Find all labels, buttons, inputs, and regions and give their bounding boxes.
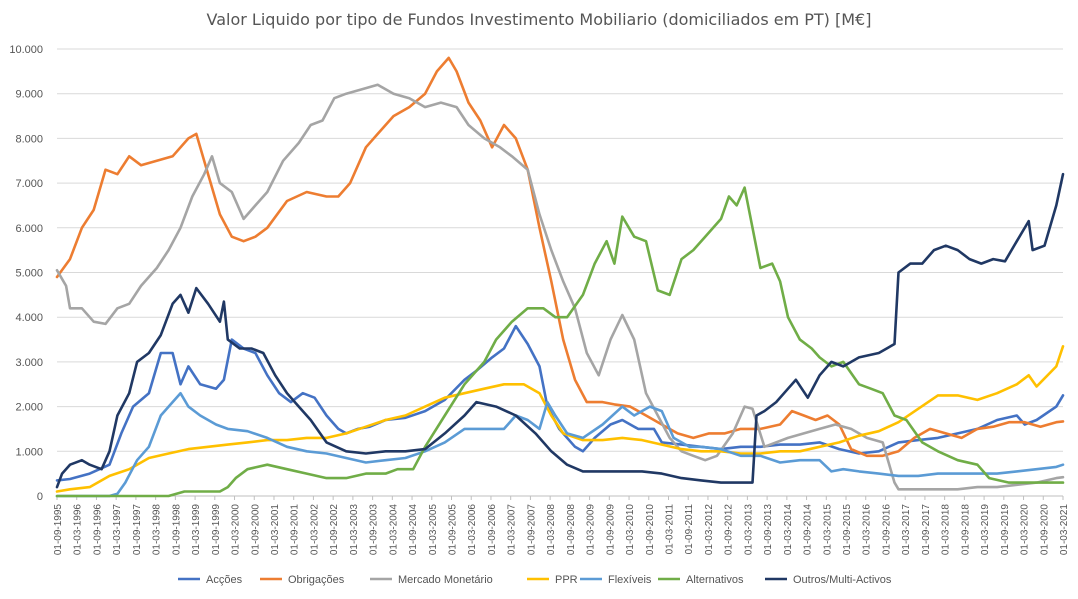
x-tick-label: 01-09-1998 bbox=[171, 504, 182, 556]
x-tick-label: 01-03-2019 bbox=[980, 504, 991, 556]
x-tick-label: 01-09-2013 bbox=[763, 504, 774, 556]
x-tick-label: 01-03-2013 bbox=[743, 504, 754, 556]
x-tick-label: 01-09-2009 bbox=[605, 504, 616, 556]
series-line bbox=[55, 391, 1065, 498]
series-line bbox=[55, 172, 1065, 489]
x-tick-label: 01-09-2000 bbox=[250, 504, 261, 556]
legend-item: Acções bbox=[178, 574, 243, 586]
x-tick-label: 01-03-2008 bbox=[546, 504, 557, 556]
legend-item: Obrigações bbox=[260, 574, 345, 586]
x-tick-label: 01-03-1996 bbox=[73, 504, 84, 556]
legend-label: Alternativos bbox=[686, 574, 744, 586]
y-tick-label: 5.000 bbox=[15, 268, 43, 280]
y-tick-label: 6.000 bbox=[15, 223, 43, 235]
y-tick-label: 10.000 bbox=[9, 44, 43, 56]
legend-item: Outros/Multi-Activos bbox=[765, 574, 892, 586]
x-tick-label: 01-09-2005 bbox=[448, 504, 459, 556]
x-tick-label: 01-03-1997 bbox=[112, 504, 123, 556]
x-tick-label: 01-09-2019 bbox=[1000, 504, 1011, 556]
x-tick-label: 01-09-2001 bbox=[290, 504, 301, 556]
y-tick-label: 4.000 bbox=[15, 312, 43, 324]
x-tick-label: 01-09-1997 bbox=[132, 504, 143, 556]
x-tick-label: 01-03-2009 bbox=[586, 504, 597, 556]
x-tick-label: 01-09-2018 bbox=[960, 504, 971, 556]
x-tick-label: 01-09-2011 bbox=[684, 504, 695, 555]
x-tick-label: 01-09-2017 bbox=[921, 504, 932, 556]
y-tick-label: 8.000 bbox=[15, 133, 43, 145]
y-tick-label: 9.000 bbox=[15, 89, 43, 101]
x-tick-label: 01-09-2014 bbox=[803, 504, 814, 556]
x-tick-label: 01-03-2005 bbox=[428, 504, 439, 556]
legend-item: Flexíveis bbox=[580, 574, 652, 586]
x-tick-label: 01-09-1996 bbox=[92, 504, 103, 556]
series-group bbox=[55, 56, 1065, 498]
legend-label: Mercado Monetário bbox=[398, 574, 493, 586]
x-tick-label: 01-09-2006 bbox=[487, 504, 498, 556]
x-tick-label: 01-09-1999 bbox=[211, 504, 222, 556]
y-tick-label: 3.000 bbox=[15, 357, 43, 369]
series-line bbox=[55, 83, 1065, 491]
x-tick-label: 01-09-2007 bbox=[526, 504, 537, 556]
legend-item: Mercado Monetário bbox=[370, 574, 493, 586]
series-line bbox=[55, 324, 1065, 482]
x-tick-label: 01-09-2016 bbox=[881, 504, 892, 556]
x-tick-label: 01-09-2002 bbox=[329, 504, 340, 556]
x-tick-label: 01-03-1999 bbox=[191, 504, 202, 556]
legend-label: Acções bbox=[206, 574, 243, 586]
x-tick-label: 01-09-2008 bbox=[566, 504, 577, 556]
legend-item: Alternativos bbox=[658, 574, 744, 586]
x-axis: 01-09-1995 01-03-1996 01-09-1996 01-03-1997… bbox=[53, 496, 1070, 555]
x-tick-label: 01-09-2012 bbox=[724, 504, 735, 556]
legend-label: Obrigações bbox=[288, 574, 345, 586]
series-line bbox=[55, 186, 1065, 498]
gridlines bbox=[57, 48, 1063, 497]
x-tick-label: 01-03-2011 bbox=[664, 504, 675, 555]
x-tick-label: 01-09-1995 bbox=[53, 504, 64, 556]
x-tick-label: 01-03-2001 bbox=[270, 504, 281, 556]
x-tick-label: 01-03-2003 bbox=[349, 504, 360, 556]
chart-title: Valor Liquido por tipo de Fundos Investi… bbox=[206, 10, 872, 29]
x-tick-label: 01-03-2021 bbox=[1059, 504, 1070, 556]
y-axis: 0 1.000 2.000 3.000 4.000 5.000 6.000 7.000 8.00… bbox=[9, 44, 43, 503]
x-tick-label: 01-03-2007 bbox=[507, 504, 518, 556]
legend-item: PPR bbox=[527, 574, 578, 586]
x-tick-label: 01-03-2010 bbox=[625, 504, 636, 556]
x-tick-label: 01-09-2004 bbox=[408, 504, 419, 556]
x-tick-label: 01-03-2006 bbox=[467, 504, 478, 556]
x-tick-label: 01-03-2002 bbox=[309, 504, 320, 556]
y-tick-label: 0 bbox=[37, 491, 43, 503]
x-tick-label: 01-03-1998 bbox=[152, 504, 163, 556]
x-tick-label: 01-03-2015 bbox=[822, 504, 833, 556]
x-tick-label: 01-03-2012 bbox=[704, 504, 715, 556]
x-tick-label: 01-03-2018 bbox=[941, 504, 952, 556]
x-tick-label: 01-03-2014 bbox=[783, 504, 794, 556]
legend-label: Flexíveis bbox=[608, 574, 652, 586]
legend-label: PPR bbox=[555, 574, 578, 586]
x-tick-label: 01-09-2010 bbox=[645, 504, 656, 556]
x-tick-label: 01-03-2000 bbox=[231, 504, 242, 556]
x-tick-label: 01-09-2020 bbox=[1039, 504, 1050, 556]
legend-label: Outros/Multi-Activos bbox=[793, 574, 892, 586]
x-tick-label: 01-09-2003 bbox=[369, 504, 380, 556]
y-tick-label: 2.000 bbox=[15, 402, 43, 414]
x-tick-label: 01-03-2020 bbox=[1020, 504, 1031, 556]
x-tick-label: 01-03-2017 bbox=[901, 504, 912, 556]
y-tick-label: 7.000 bbox=[15, 178, 43, 190]
x-tick-label: 01-09-2015 bbox=[842, 504, 853, 556]
x-tick-label: 01-03-2016 bbox=[862, 504, 873, 556]
series-line bbox=[55, 56, 1065, 458]
legend: Acções Obrigações Mercado Monetário PPR Flex… bbox=[178, 574, 892, 586]
x-tick-label: 01-03-2004 bbox=[388, 504, 399, 556]
y-tick-label: 1.000 bbox=[15, 446, 43, 458]
series-line bbox=[55, 344, 1065, 493]
